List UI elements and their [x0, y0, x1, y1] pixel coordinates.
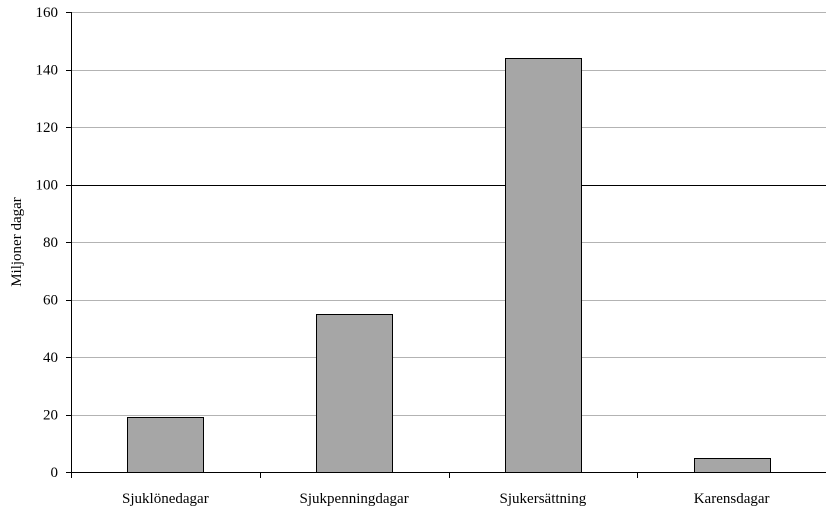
bar-sjukpenningdagar	[316, 314, 393, 473]
x-category-label: Sjukpenningdagar	[300, 491, 409, 507]
y-tick-label: 60	[43, 293, 58, 309]
bar-sjukersättning	[505, 58, 582, 473]
x-category-label: Sjuklönedagar	[122, 491, 209, 507]
axes	[66, 12, 826, 478]
y-tick-label: 0	[51, 465, 59, 481]
bar-karensdagar	[694, 458, 771, 473]
bar-sjuklönedagar	[127, 417, 204, 473]
y-tick-label: 40	[43, 350, 58, 366]
x-category-label: Sjukersättning	[500, 491, 587, 507]
y-tick-label: 160	[36, 5, 59, 21]
bars	[127, 58, 771, 473]
x-tick-labels: Sjuklönedagar Sjukpenningdagar Sjukersättn…	[122, 491, 769, 507]
y-tick-label: 20	[43, 408, 58, 424]
y-tick-label: 80	[43, 235, 58, 251]
y-axis-title: Miljoner dagar	[9, 197, 25, 287]
x-category-label: Karensdagar	[694, 491, 770, 507]
y-tick-label: 140	[36, 63, 59, 79]
y-tick-labels: 0 20 40 60 80 100 120 140 160	[36, 5, 59, 481]
y-tick-label: 120	[36, 120, 59, 136]
y-tick-label: 100	[36, 178, 59, 194]
gridlines	[71, 12, 826, 416]
